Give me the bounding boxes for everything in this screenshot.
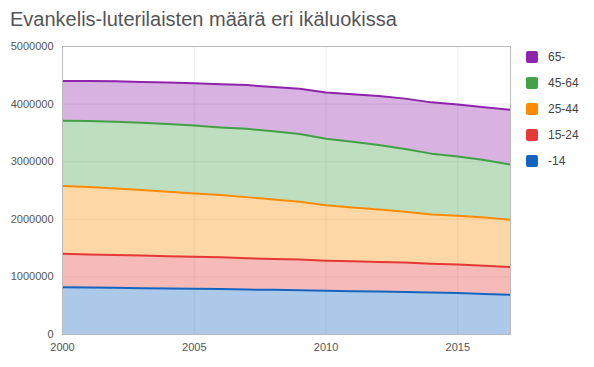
svg-text:2010: 2010 [314,341,338,353]
svg-text:3000000: 3000000 [11,155,54,167]
svg-text:5000000: 5000000 [11,40,54,52]
svg-text:1000000: 1000000 [11,270,54,282]
svg-text:2000: 2000 [50,341,74,353]
html-text:Evankelis-luterilaisten määrä: Evankelis-luterilaisten määrä eri ikäluo… [10,8,397,30]
html-text:45-64: 45-64 [548,76,579,90]
html-text:15-24: 15-24 [548,128,579,142]
svg-text:2005: 2005 [182,341,206,353]
svg-text:4000000: 4000000 [11,98,54,110]
svg-text:0: 0 [47,328,53,340]
html-text:25-44: 25-44 [548,102,579,116]
svg-text:2015: 2015 [446,341,470,353]
html-text:-14: -14 [548,154,566,168]
svg-text:2000000: 2000000 [11,213,54,225]
html-text:65-: 65- [548,50,566,64]
